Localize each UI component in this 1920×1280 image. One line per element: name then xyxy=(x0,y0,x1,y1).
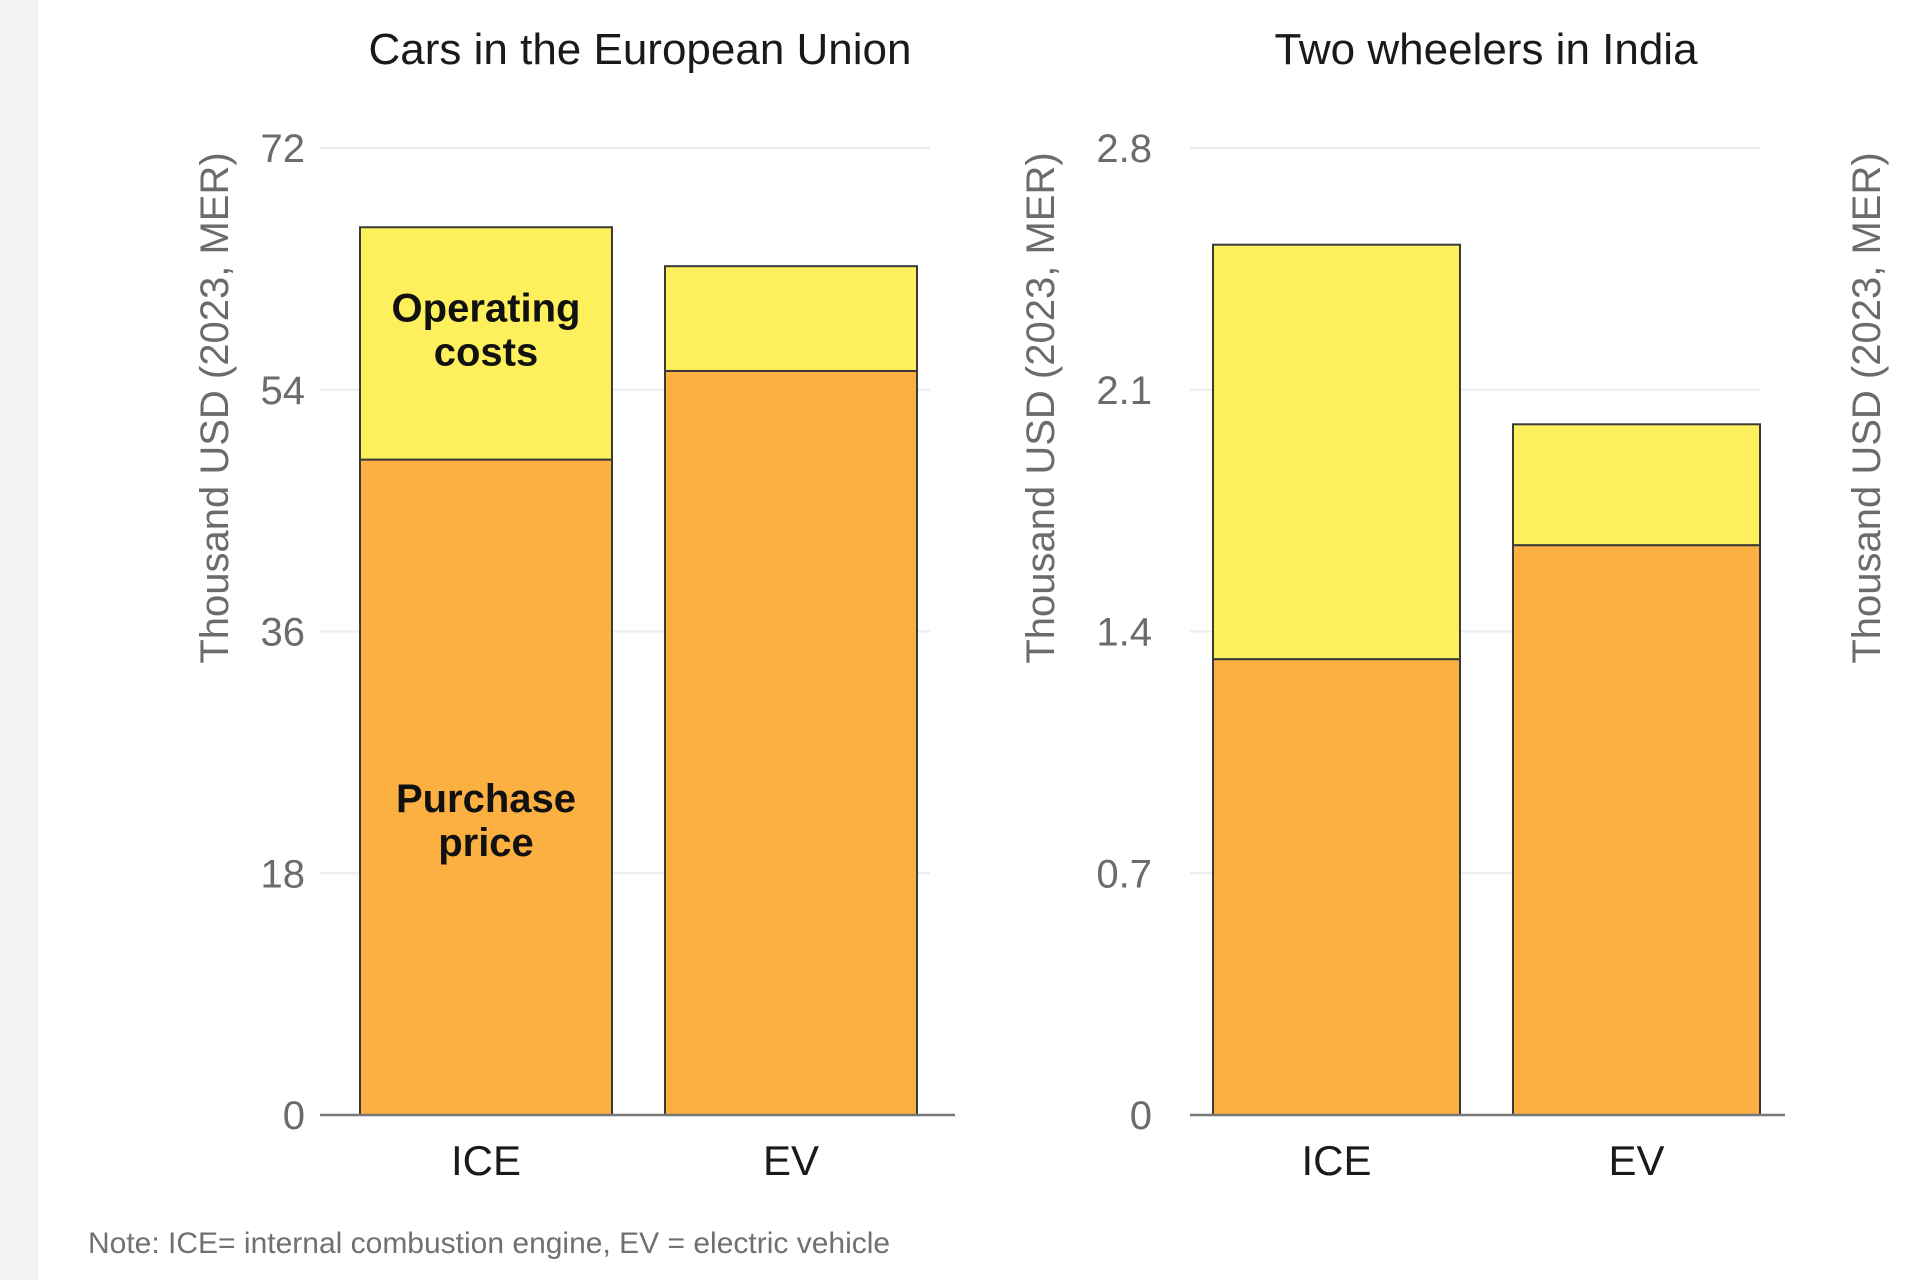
chart-panel-india-two-wheelers: Two wheelers in India Thousand USD (2023… xyxy=(1019,25,1785,1184)
x-tick-label: ICE xyxy=(1301,1137,1371,1184)
y-axis-label: Thousand USD (2023, MER) xyxy=(193,152,237,663)
series-annotation: Operating xyxy=(392,286,581,330)
x-tick-label: EV xyxy=(1608,1137,1664,1184)
y-tick-label: 36 xyxy=(261,611,306,655)
series-annotation: costs xyxy=(434,330,539,374)
bar-operating-costs-ev xyxy=(664,265,918,372)
y-tick-label: 2.8 xyxy=(1096,127,1152,171)
y-tick-label: 1.4 xyxy=(1096,611,1152,655)
chart-title: Cars in the European Union xyxy=(369,25,912,74)
y-tick-label: 18 xyxy=(261,852,306,896)
y-tick-label: 72 xyxy=(261,127,306,171)
footnote: Note: ICE= internal combustion engine, E… xyxy=(88,1227,890,1260)
bar-purchase-price-ev xyxy=(1512,544,1761,1116)
x-tick-label: EV xyxy=(763,1137,819,1184)
y-tick-label: 0.7 xyxy=(1096,852,1152,896)
y-tick-label: 0 xyxy=(1130,1094,1152,1138)
left-background-band xyxy=(0,0,38,1280)
y-tick-label: 2.1 xyxy=(1096,369,1152,413)
series-annotation: price xyxy=(438,821,534,865)
bar-purchase-price-ice xyxy=(1212,658,1461,1117)
bar-operating-costs-ice xyxy=(1212,243,1461,661)
bar-operating-costs-ev xyxy=(1512,423,1761,547)
y-tick-label: 54 xyxy=(261,369,306,413)
chart-panel-eu-cars: Cars in the European Union Thousand USD … xyxy=(193,25,955,1184)
y-axis-label: Thousand USD (2023, MER) xyxy=(1019,152,1063,663)
x-tick-label: ICE xyxy=(451,1137,521,1184)
right-y-axis-label: Thousand USD (2023, MER) xyxy=(1845,152,1889,663)
y-tick-label: 0 xyxy=(283,1094,305,1138)
bar-operating-costs-ice xyxy=(359,226,613,461)
chart-title: Two wheelers in India xyxy=(1274,25,1698,74)
series-annotation: Purchase xyxy=(396,777,576,821)
bar-purchase-price-ev xyxy=(664,369,918,1117)
